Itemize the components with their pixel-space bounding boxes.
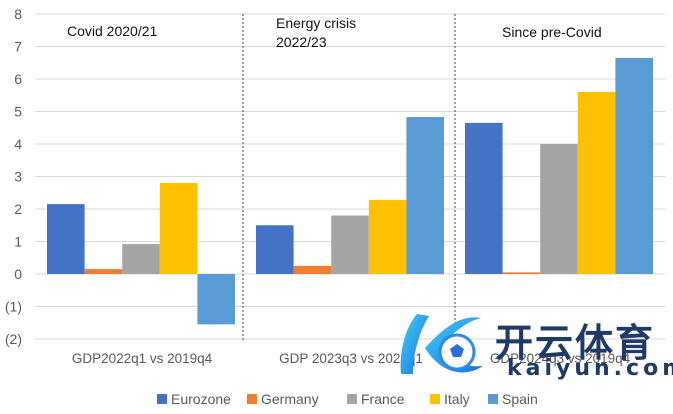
bar-eurozone-1 [47,204,85,274]
y-tick-label: (2) [5,331,22,347]
y-tick-label: 7 [14,39,22,55]
y-tick-label: 3 [14,169,22,185]
bar-france-3 [540,144,578,274]
legend-item-france: France [347,391,405,407]
bar-germany-1 [84,269,123,274]
annotation-energy-crisis-line2: 2022/23 [276,34,327,50]
bar-eurozone-3 [465,122,503,274]
legend-swatch [488,394,498,404]
bar-france-2 [331,215,369,274]
bar-eurozone-2 [256,225,294,274]
category-label: GDP 2023q3 vs 2022q1 [279,351,423,366]
annotation-covid: Covid 2020/21 [67,23,158,39]
legend-swatch [157,394,167,404]
category-labels: GDP2022q1 vs 2019q4 GDP 2023q3 vs 2022q1 G… [72,351,631,366]
legend-label: Eurozone [171,391,231,407]
legend-swatch [430,394,440,404]
legend-item-italy: Italy [430,391,470,407]
bar-italy-1 [159,183,198,274]
legend-item-spain: Spain [488,391,538,407]
legend-swatch [247,394,257,404]
legend: Eurozone Germany France Italy Spain [157,391,538,407]
category-label: GDP2022q1 vs 2019q4 [72,351,213,366]
bar-italy-3 [577,92,616,274]
section-annotations: Covid 2020/21 Energy crisis 2022/23 Sinc… [67,15,602,50]
y-axis-ticks: 8 7 6 5 4 3 2 1 0 (1) (2) [5,6,22,347]
y-tick-label: 8 [14,6,22,22]
y-tick-label: 0 [14,266,22,282]
category-label: GDP2024q3 vs 2019q4 [490,351,631,366]
annotation-since-pre-covid: Since pre-Covid [502,24,602,40]
bars [47,57,653,325]
bar-france-1 [122,244,160,274]
bar-germany-2 [293,265,332,274]
y-tick-label: 4 [14,136,22,152]
y-tick-label: 5 [14,104,22,120]
annotation-energy-crisis-line1: Energy crisis [276,15,356,31]
y-tick-label: (1) [5,299,22,315]
bar-spain-1 [197,274,235,325]
legend-label: Germany [261,391,319,407]
y-tick-label: 6 [14,71,22,87]
y-tick-label: 2 [14,201,22,217]
bar-italy-2 [368,199,407,274]
y-tick-label: 1 [14,234,22,250]
legend-item-germany: Germany [247,391,319,407]
legend-label: Italy [444,391,470,407]
bar-spain-2 [406,117,444,275]
bar-germany-3 [502,272,541,274]
legend-label: Spain [502,391,538,407]
bar-spain-3 [615,57,653,274]
legend-swatch [347,394,357,404]
legend-item-eurozone: Eurozone [157,391,231,407]
legend-label: France [361,391,405,407]
